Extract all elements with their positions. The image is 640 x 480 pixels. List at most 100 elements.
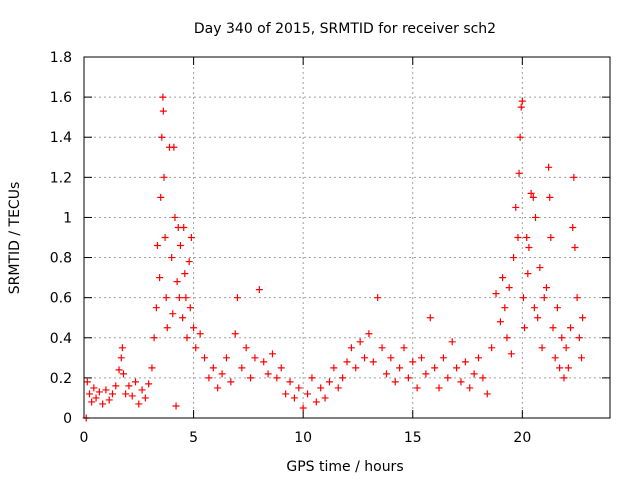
data-point xyxy=(222,354,230,362)
data-points xyxy=(82,93,587,422)
data-point xyxy=(295,384,303,392)
plot-frame xyxy=(83,56,611,419)
data-point xyxy=(356,338,364,346)
data-point xyxy=(196,330,204,338)
data-point xyxy=(475,354,482,362)
data-point xyxy=(148,364,156,372)
data-point xyxy=(514,234,522,241)
data-point xyxy=(176,242,184,250)
data-point xyxy=(496,318,504,326)
data-point xyxy=(488,344,496,352)
data-point xyxy=(361,354,369,362)
x-tick-label: 5 xyxy=(189,430,198,446)
data-point xyxy=(525,244,533,252)
data-point xyxy=(312,398,320,406)
data-point xyxy=(190,324,198,332)
data-point xyxy=(277,364,285,372)
data-point xyxy=(132,378,140,386)
data-point xyxy=(569,223,577,231)
data-point xyxy=(175,294,183,302)
data-point xyxy=(404,374,412,382)
data-point xyxy=(560,374,568,382)
data-point xyxy=(391,378,399,386)
data-point xyxy=(575,334,583,342)
data-point xyxy=(242,344,250,352)
data-point xyxy=(247,374,255,382)
data-point xyxy=(325,378,333,386)
y-tick-label: 1.4 xyxy=(50,130,72,146)
data-point xyxy=(108,390,116,398)
data-point xyxy=(435,384,443,392)
data-point xyxy=(119,370,127,378)
data-point xyxy=(299,404,307,412)
data-point xyxy=(352,364,360,372)
data-point xyxy=(374,294,382,302)
tick-labels: 0 0.2 0.4 0.6 0.8 1 1.2 1.4 1.6 1.8 0 5 10 15 20 xyxy=(50,50,532,446)
data-point xyxy=(286,378,294,386)
data-point xyxy=(251,354,259,362)
data-point xyxy=(431,364,439,372)
data-point xyxy=(152,304,160,312)
data-point xyxy=(163,324,171,332)
data-point xyxy=(457,378,465,386)
data-point xyxy=(524,270,532,278)
data-point xyxy=(185,258,193,266)
data-point xyxy=(579,314,587,322)
data-point xyxy=(179,314,187,322)
data-point xyxy=(170,143,178,151)
data-point xyxy=(168,254,176,262)
data-point xyxy=(169,310,177,318)
data-point xyxy=(516,133,524,141)
data-point xyxy=(192,344,200,352)
data-point xyxy=(409,358,417,366)
y-tick-label: 0.4 xyxy=(50,331,72,347)
y-tick-label: 1.6 xyxy=(50,90,72,106)
data-point xyxy=(171,213,179,221)
data-point xyxy=(570,173,578,181)
data-point xyxy=(369,358,377,366)
data-point xyxy=(112,382,120,390)
data-point xyxy=(135,400,143,408)
data-point xyxy=(138,386,146,394)
y-tick-label: 1.8 xyxy=(50,50,72,66)
data-point xyxy=(347,344,355,352)
data-point xyxy=(479,374,487,382)
data-point xyxy=(161,234,169,241)
data-point xyxy=(158,133,166,141)
data-point xyxy=(238,364,246,372)
x-tick-label: 15 xyxy=(404,430,422,446)
data-point xyxy=(205,374,213,382)
data-point xyxy=(187,234,195,241)
data-point xyxy=(521,324,529,332)
data-point xyxy=(115,366,123,374)
data-point xyxy=(545,163,553,171)
data-point xyxy=(334,384,342,392)
data-point xyxy=(413,384,421,392)
data-point xyxy=(396,364,404,372)
data-point xyxy=(556,364,564,372)
data-point xyxy=(264,370,272,378)
data-point xyxy=(321,394,329,402)
data-point xyxy=(159,107,167,115)
data-point xyxy=(85,390,93,398)
data-point xyxy=(426,314,434,322)
data-point xyxy=(343,358,351,366)
data-point xyxy=(378,344,386,352)
data-point xyxy=(201,354,209,362)
data-point xyxy=(562,344,570,352)
data-point xyxy=(578,354,586,362)
data-point xyxy=(523,234,531,241)
data-point xyxy=(122,390,130,398)
data-point xyxy=(400,344,408,352)
data-point xyxy=(268,350,276,358)
data-point xyxy=(503,334,511,342)
data-point xyxy=(365,330,373,338)
data-point xyxy=(181,270,189,278)
data-point xyxy=(515,169,523,177)
data-point xyxy=(159,93,167,101)
data-point xyxy=(546,193,554,201)
data-point xyxy=(536,264,544,272)
data-point xyxy=(453,364,461,372)
data-point xyxy=(547,234,555,241)
data-point xyxy=(444,374,452,382)
